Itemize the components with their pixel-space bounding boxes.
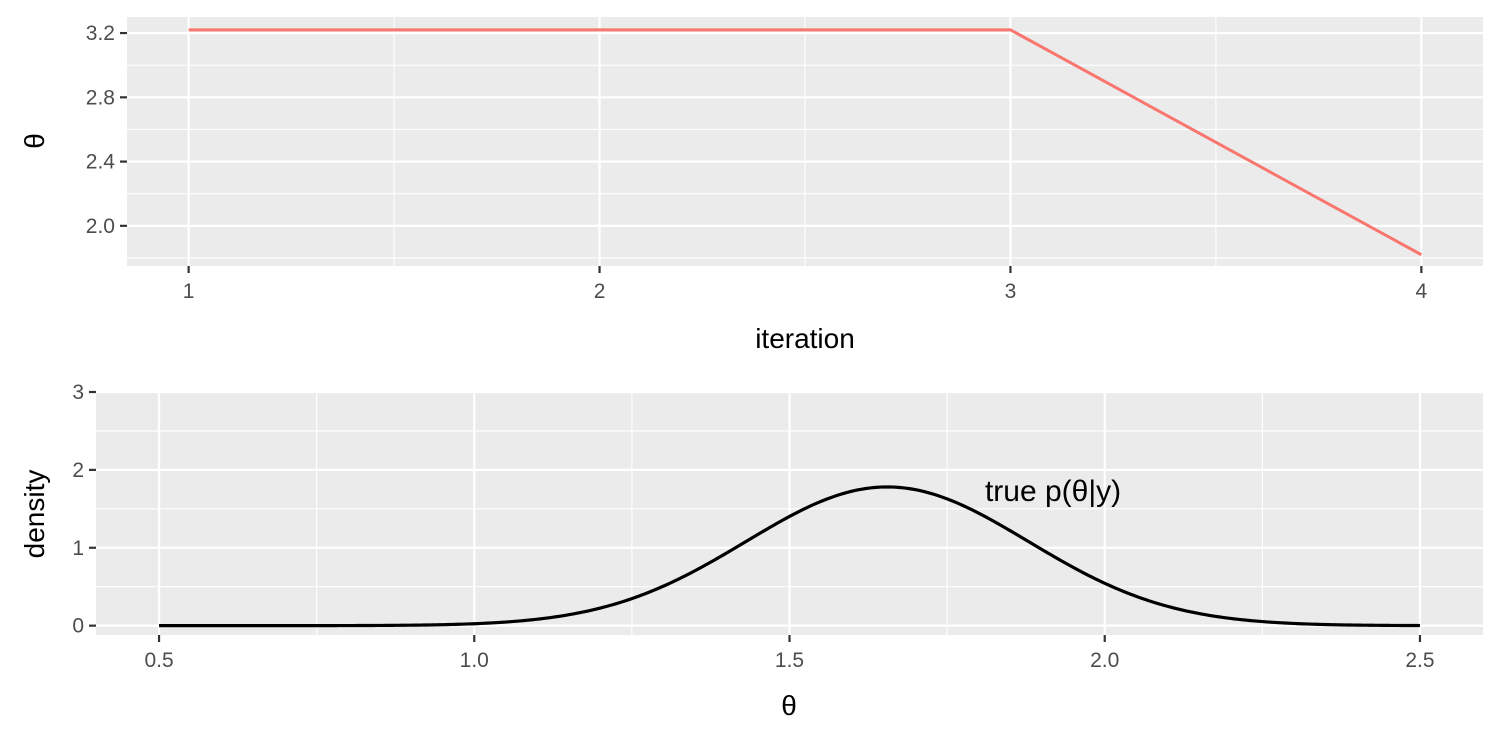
trace-plot-ticks: 1 2 3 4 2.0 2.4 2.8 3.2 — [86, 22, 1428, 303]
density-plot-x-tick-label: 2.0 — [1090, 649, 1119, 672]
density-plot-y-axis-title: density — [19, 470, 50, 559]
density-plot-x-tick-label: 0.5 — [144, 649, 173, 672]
density-plot-y-tick-label: 1 — [72, 537, 84, 560]
density-plot-x-tick-label: 2.5 — [1405, 649, 1434, 672]
trace-plot-x-tick-label: 2 — [594, 280, 606, 303]
density-plot-x-axis-title: θ — [781, 690, 797, 721]
trace-plot-x-axis-title: iteration — [755, 323, 855, 354]
density-plot-y-tick-label: 3 — [72, 381, 84, 404]
density-plot-marks — [159, 485, 1420, 628]
density-plot-x-tick-label: 1.5 — [775, 649, 804, 672]
trace-plot-y-tick-label: 2.8 — [86, 86, 115, 109]
trace-plot-x-tick-label: 3 — [1005, 280, 1017, 303]
trace-plot-grid — [127, 17, 1483, 266]
trace-plot-y-axis-title: θ — [19, 133, 50, 149]
density-plot-ticks: 0.5 1.0 1.5 2.0 2.5 0 1 2 3 — [72, 381, 1434, 672]
density-plot-y-tick-label: 0 — [72, 615, 84, 638]
trace-plot-x-tick-label: 1 — [183, 280, 195, 303]
trace-plot-y-tick-label: 2.0 — [86, 215, 115, 238]
trace-plot-y-tick-label: 2.4 — [86, 151, 116, 174]
density-plot-grid — [96, 390, 1483, 635]
density-plot-x-tick-label: 1.0 — [460, 649, 489, 672]
density-annotation: true p(θ|y) — [985, 475, 1121, 508]
density-plot-y-tick-label: 2 — [72, 459, 84, 482]
trace-plot-y-tick-label: 3.2 — [86, 22, 115, 45]
trace-plot-series-line — [188, 28, 1423, 257]
density-plot-series-line — [159, 485, 1420, 628]
trace-plot-marks — [188, 28, 1423, 257]
trace-plot-x-tick-label: 4 — [1416, 280, 1428, 303]
density-plot-panel: 0.5 1.0 1.5 2.0 2.5 0 1 2 3 true p(θ|y) θ densit… — [19, 381, 1483, 721]
trace-plot-panel: 1 2 3 4 2.0 2.4 2.8 3.2 iteration θ — [19, 17, 1483, 354]
